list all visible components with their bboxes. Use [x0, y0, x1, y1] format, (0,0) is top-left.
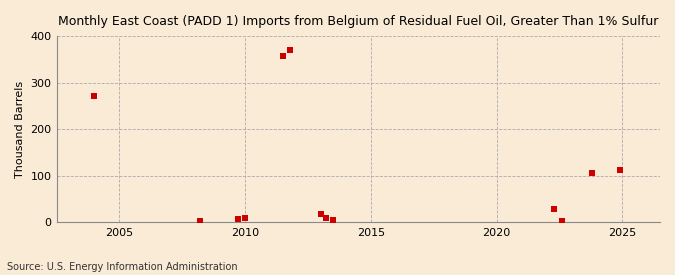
- Title: Monthly East Coast (PADD 1) Imports from Belgium of Residual Fuel Oil, Greater T: Monthly East Coast (PADD 1) Imports from…: [58, 15, 658, 28]
- Point: [315, 212, 326, 216]
- Point: [194, 219, 205, 223]
- Point: [549, 207, 560, 211]
- Point: [89, 94, 100, 98]
- Point: [232, 216, 243, 221]
- Y-axis label: Thousand Barrels: Thousand Barrels: [15, 81, 25, 178]
- Point: [328, 218, 339, 222]
- Point: [240, 216, 250, 220]
- Point: [277, 54, 288, 58]
- Text: Source: U.S. Energy Information Administration: Source: U.S. Energy Information Administ…: [7, 262, 238, 272]
- Point: [614, 168, 625, 172]
- Point: [587, 170, 597, 175]
- Point: [320, 216, 331, 220]
- Point: [557, 218, 568, 223]
- Point: [285, 48, 296, 52]
